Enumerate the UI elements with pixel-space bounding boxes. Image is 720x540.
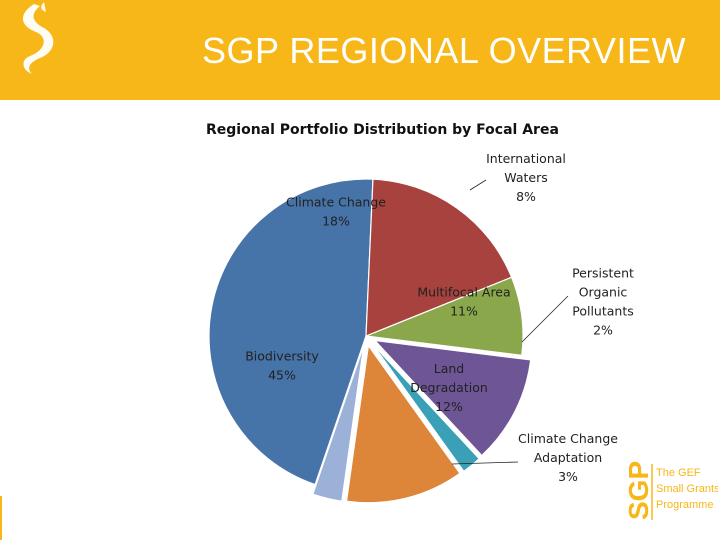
data-label-climate-change-adaptation: Climate Change Adaptation 3%	[518, 431, 618, 484]
logo-line1: The GEF	[656, 467, 701, 479]
logo-line3: Programme	[656, 499, 713, 511]
leader-line-climate-change-adaptation	[451, 461, 519, 465]
pie-slice-climate-change-adaptation	[312, 345, 365, 502]
logo-acronym: SGP	[623, 461, 654, 520]
pie-slice-biodiversity	[208, 178, 374, 486]
pie-slice-persistent-organic-pollutants	[371, 343, 481, 473]
chart-title: Regional Portfolio Distribution by Focal…	[206, 122, 559, 138]
sgp-logo-icon: SGP The GEF Small Grants Programme	[623, 461, 718, 520]
page-title: SGP REGIONAL OVERVIEW	[202, 30, 686, 71]
data-label-climate-change: Climate Change 18%	[286, 195, 386, 229]
pie-slice-climate-change	[365, 178, 513, 337]
pie-slice-multifocal-area	[373, 339, 532, 457]
pie-slice-land-degradation	[345, 344, 461, 504]
data-label-biodiversity: Biodiversity 45%	[245, 349, 319, 383]
logo-line2: Small Grants	[656, 483, 718, 495]
data-label-international-waters: International Waters 8%	[486, 151, 566, 204]
leader-line-persistent-organic-pollutants	[521, 295, 569, 343]
data-label-persistent-organic-pollutants: Persistent Organic Pollutants 2%	[572, 266, 634, 338]
data-label-land-degradation: Land Degradation 12%	[410, 361, 488, 414]
leader-line-international-waters	[469, 179, 487, 191]
swoosh-logo-icon	[22, 2, 54, 74]
data-label-multifocal-area: Multifocal Area 11%	[417, 285, 510, 319]
header-band: SGP REGIONAL OVERVIEW	[0, 0, 720, 100]
